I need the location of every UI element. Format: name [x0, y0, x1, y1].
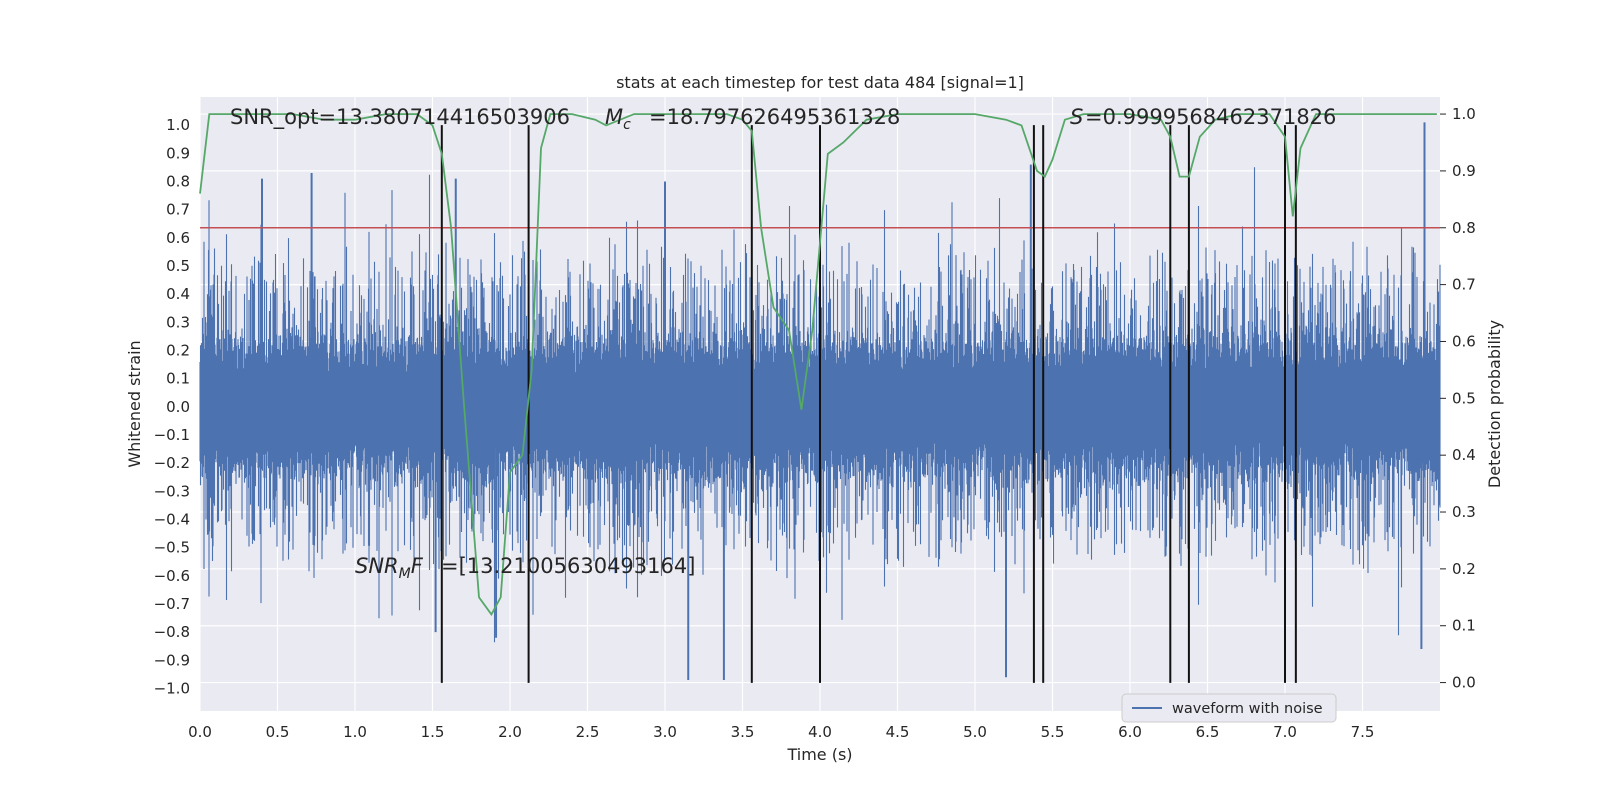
legend-label: waveform with noise	[1172, 701, 1323, 717]
x-tick-label: 0.5	[266, 723, 290, 741]
y-tick-label: −0.6	[154, 567, 190, 585]
y-tick-label-right: 0.0	[1452, 674, 1476, 692]
y-tick-label: −0.8	[154, 623, 190, 641]
y-tick-label: −0.2	[154, 454, 190, 472]
y-tick-label: −0.1	[154, 426, 190, 444]
y-tick-label-right: 0.3	[1452, 503, 1476, 521]
snr-opt-annotation: SNR_opt=13.380714416503906	[230, 105, 570, 130]
y-tick-label-right: 0.7	[1452, 276, 1476, 294]
detection-probability-line	[199, 113, 1437, 617]
y-tick-label: 0.3	[166, 313, 190, 331]
y-axis-label-right: Detection probability	[1485, 320, 1504, 488]
y-tick-label: 0.1	[166, 370, 190, 388]
s-annotation-symbol: S	[1070, 105, 1083, 129]
mc-annotation: =18.797626495361328	[649, 105, 900, 129]
x-tick-label: 4.5	[886, 723, 910, 741]
y-tick-label: 0.4	[166, 285, 190, 303]
y-tick-label-right: 0.2	[1452, 560, 1476, 578]
x-tick-label: 5.5	[1041, 723, 1065, 741]
y-tick-label: 1.0	[166, 116, 190, 134]
y-tick-label-right: 0.1	[1452, 617, 1476, 635]
y-tick-label-right: 0.9	[1452, 162, 1476, 180]
y-tick-label-right: 0.5	[1452, 389, 1476, 407]
x-tick-label: 1.5	[421, 723, 445, 741]
y-tick-label: 0.5	[166, 257, 190, 275]
x-tick-label: 6.5	[1196, 723, 1220, 741]
y-tick-label: −0.9	[154, 651, 190, 669]
x-tick-label: 5.0	[963, 723, 987, 741]
y-tick-label-right: 0.4	[1452, 446, 1476, 464]
s-annotation: =0.9999568462371826	[1085, 105, 1336, 129]
x-tick-label: 3.5	[731, 723, 755, 741]
y-tick-label-right: 0.6	[1452, 332, 1476, 350]
x-tick-label: 2.0	[498, 723, 522, 741]
y-tick-label: −0.7	[154, 595, 190, 613]
y-tick-label-right: 0.8	[1452, 219, 1476, 237]
y-tick-label: −0.5	[154, 539, 190, 557]
y-tick-label: 0.0	[166, 398, 190, 416]
y-axis-label: Whitened strain	[125, 340, 144, 467]
y-tick-label: 0.9	[166, 144, 190, 162]
y-ticks-left: −1.0 −0.9 −0.8 −0.7 −0.6 −0.5 −0.4 −0.3 −0.2 −0.1…	[154, 116, 190, 697]
y-tick-label: 0.6	[166, 229, 190, 247]
x-tick-label: 0.0	[188, 723, 212, 741]
snr-mf-annotation: =[13.21005630493164]	[441, 554, 695, 578]
x-tick-label: 6.0	[1118, 723, 1142, 741]
x-tick-label: 3.0	[653, 723, 677, 741]
x-tick-label: 1.0	[343, 723, 367, 741]
y-tick-label: 0.7	[166, 201, 190, 219]
y-tick-label: 0.2	[166, 341, 190, 359]
legend-box	[1121, 693, 1337, 723]
y-tick-label: 0.8	[166, 172, 190, 190]
x-tick-label: 4.0	[808, 723, 832, 741]
x-ticks: 0.0 0.5 1.0 1.5 2.0 2.5 3.0 3.5 4.0 4.5 5.0 5.5 6.0 6…	[188, 723, 1374, 741]
y-tick-label: −1.0	[154, 679, 190, 697]
y-tick-label: −0.4	[154, 510, 190, 528]
legend: waveform with noise	[1121, 693, 1337, 723]
y-ticks-right: 0.0 0.1 0.2 0.3 0.4 0.5 0.6 0.7 0.8 0.9 1.0	[1440, 105, 1476, 692]
strain-series	[199, 122, 1441, 681]
x-tick-label: 2.5	[576, 723, 600, 741]
x-tick-label: 7.0	[1273, 723, 1297, 741]
chart-title: stats at each timestep for test data 484…	[616, 73, 1024, 92]
snr-mf-annotation-symbol: SNRMF	[355, 554, 424, 582]
y-tick-label-right: 1.0	[1452, 105, 1476, 123]
y-tick-label: −0.3	[154, 482, 190, 500]
x-tick-label: 7.5	[1351, 723, 1375, 741]
x-axis-label: Time (s)	[786, 745, 852, 764]
